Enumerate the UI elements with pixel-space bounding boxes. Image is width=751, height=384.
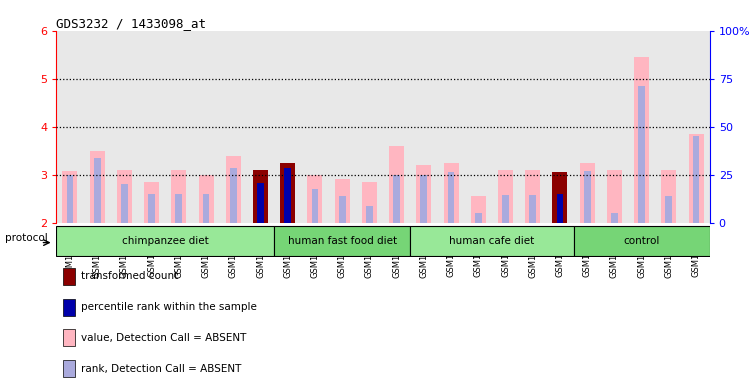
Bar [502,195,509,223]
Bar [257,183,264,223]
Bar [655,31,683,223]
Bar [574,226,710,256]
Bar [665,196,672,223]
Bar [247,31,274,223]
Bar [683,31,710,223]
Bar [335,179,350,223]
Bar [285,167,291,223]
Bar [83,31,111,223]
Bar [56,226,274,256]
Text: GDS3232 / 1433098_at: GDS3232 / 1433098_at [56,17,207,30]
Bar [471,196,486,223]
Bar [444,163,459,223]
Bar [301,31,328,223]
Text: value, Detection Call = ABSENT: value, Detection Call = ABSENT [81,333,246,343]
Bar [410,31,437,223]
Bar [144,182,159,223]
Bar [519,31,546,223]
Bar [307,175,322,223]
Bar [63,299,74,316]
Bar [525,170,540,223]
Bar [312,189,318,223]
Text: human cafe diet: human cafe diet [449,236,535,246]
Bar [274,226,410,256]
Bar [580,163,595,223]
Bar [529,195,536,223]
Bar [584,171,590,223]
Text: chimpanzee diet: chimpanzee diet [122,236,209,246]
Bar [389,146,404,223]
Bar [498,170,513,223]
Bar [111,31,138,223]
Bar [383,31,410,223]
Bar [94,158,101,223]
Bar [138,31,165,223]
Text: percentile rank within the sample: percentile rank within the sample [81,302,257,312]
Bar [628,31,655,223]
Bar [117,170,132,223]
Bar [662,170,677,223]
Bar [165,31,192,223]
Bar [280,163,295,223]
Bar [611,213,618,223]
Bar [63,360,74,377]
Bar [416,165,431,223]
Bar [62,171,77,223]
Bar [394,175,400,223]
Bar [437,31,465,223]
Bar [230,167,237,223]
Bar [203,194,210,223]
Bar [689,134,704,223]
Bar [475,213,481,223]
Bar [421,175,427,223]
Text: rank, Detection Call = ABSENT: rank, Detection Call = ABSENT [81,364,242,374]
Bar [89,151,104,223]
Text: human fast food diet: human fast food diet [288,236,397,246]
Bar [634,57,649,223]
Bar [356,31,383,223]
Bar [638,86,645,223]
Bar [328,31,356,223]
Bar [257,183,264,223]
Bar [121,184,128,223]
Bar [63,329,74,346]
Bar [410,226,574,256]
Bar [574,31,601,223]
Bar [171,170,186,223]
Bar [176,194,182,223]
Bar [67,175,74,223]
Bar [448,172,454,223]
Bar [366,206,372,223]
Bar [274,31,301,223]
Bar [556,195,563,223]
Bar [556,194,563,223]
Text: control: control [623,236,660,246]
Bar [547,31,574,223]
Bar [192,31,219,223]
Bar [465,31,492,223]
Bar [553,172,568,223]
Bar [280,163,295,223]
Bar [601,31,628,223]
Bar [253,170,268,223]
Bar [362,182,377,223]
Bar [553,172,568,223]
Bar [219,31,247,223]
Bar [198,175,213,223]
Text: transformed count: transformed count [81,271,179,281]
Bar [56,31,83,223]
Text: protocol: protocol [5,233,47,243]
Bar [692,136,699,223]
Bar [148,194,155,223]
Bar [492,31,519,223]
Bar [339,196,345,223]
Bar [253,170,268,223]
Bar [226,156,241,223]
Bar [607,170,622,223]
Bar [63,268,74,285]
Bar [285,167,291,223]
